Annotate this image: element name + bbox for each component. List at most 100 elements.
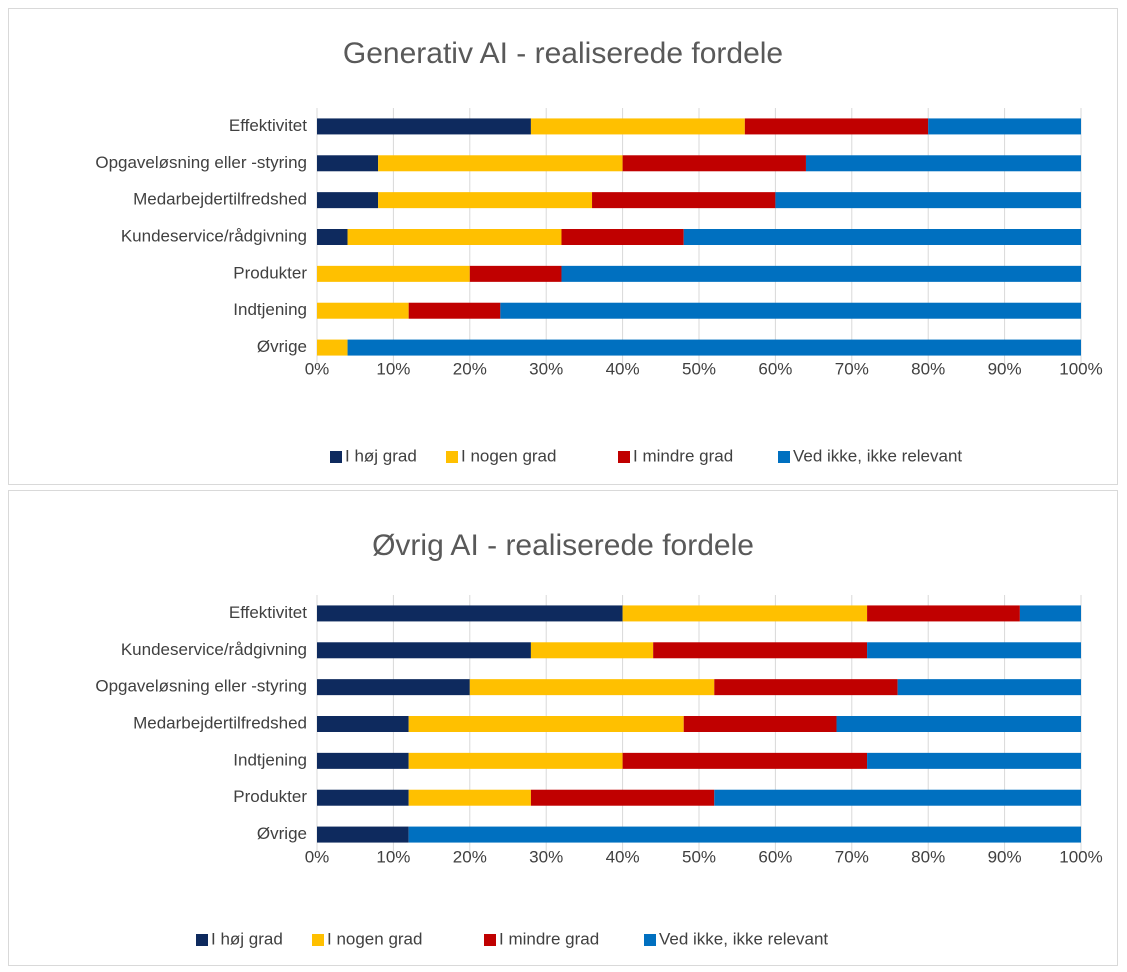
bar bbox=[744, 118, 929, 135]
legend-label: Ved ikke, ikke relevant bbox=[793, 446, 962, 465]
bar bbox=[653, 642, 868, 659]
bar bbox=[408, 826, 1081, 843]
x-tick-label: 100% bbox=[1059, 359, 1102, 378]
bar bbox=[561, 265, 1081, 282]
legend-label: Ved ikke, ikke relevant bbox=[659, 929, 828, 948]
bar bbox=[317, 826, 409, 843]
x-tick-label: 50% bbox=[682, 847, 716, 866]
legend-label: I mindre grad bbox=[499, 929, 599, 948]
x-tick-label: 30% bbox=[529, 847, 563, 866]
bar bbox=[408, 752, 623, 769]
bar bbox=[347, 229, 562, 245]
bar bbox=[561, 229, 684, 245]
x-tick-label: 0% bbox=[305, 359, 330, 378]
bar bbox=[317, 642, 531, 659]
category-label: Kundeservice/rådgivning bbox=[121, 226, 307, 245]
bar bbox=[317, 752, 409, 769]
legend-swatch bbox=[196, 934, 208, 946]
bar bbox=[347, 339, 1081, 356]
x-tick-label: 70% bbox=[835, 847, 869, 866]
category-label: Medarbejdertilfredshed bbox=[133, 190, 307, 209]
x-tick-label: 60% bbox=[758, 847, 792, 866]
bar bbox=[317, 339, 348, 356]
bar bbox=[469, 679, 715, 696]
bar bbox=[317, 605, 623, 622]
category-label: Produkter bbox=[233, 263, 307, 282]
legend-label: I mindre grad bbox=[633, 446, 733, 465]
bar bbox=[530, 789, 715, 806]
bar bbox=[317, 192, 379, 209]
legend-label: I nogen grad bbox=[461, 446, 556, 465]
category-label: Produkter bbox=[233, 787, 307, 806]
legend-swatch bbox=[778, 451, 790, 463]
bar bbox=[683, 716, 837, 732]
x-tick-label: 50% bbox=[682, 359, 716, 378]
bar bbox=[317, 265, 470, 282]
bar bbox=[408, 302, 501, 319]
x-tick-label: 0% bbox=[305, 847, 330, 866]
x-tick-label: 90% bbox=[988, 847, 1022, 866]
legend-swatch bbox=[644, 934, 656, 946]
bar bbox=[805, 155, 1081, 172]
category-label: Kundeservice/rådgivning bbox=[121, 640, 307, 659]
x-tick-label: 100% bbox=[1059, 847, 1102, 866]
x-tick-label: 40% bbox=[606, 359, 640, 378]
legend-swatch bbox=[618, 451, 630, 463]
x-tick-label: 60% bbox=[758, 359, 792, 378]
chart-title: Øvrig AI - realiserede fordele bbox=[372, 529, 754, 562]
bar bbox=[867, 605, 1020, 622]
category-label: Indtjening bbox=[233, 750, 307, 769]
bar bbox=[530, 642, 654, 659]
legend-label: I høj grad bbox=[345, 446, 417, 465]
category-label: Øvrige bbox=[257, 824, 307, 843]
bar bbox=[897, 679, 1081, 696]
category-label: Medarbejdertilfredshed bbox=[133, 713, 307, 732]
x-tick-label: 40% bbox=[606, 847, 640, 866]
bar bbox=[592, 192, 776, 209]
bar bbox=[317, 302, 409, 319]
bar bbox=[775, 192, 1081, 209]
category-label: Opgaveløsning eller -styring bbox=[95, 677, 307, 696]
category-label: Indtjening bbox=[233, 300, 307, 319]
legend-swatch bbox=[330, 451, 342, 463]
bar bbox=[378, 155, 623, 172]
bar bbox=[408, 716, 684, 732]
category-label: Opgaveløsning eller -styring bbox=[95, 153, 307, 172]
category-label: Effektivitet bbox=[229, 603, 307, 622]
bar bbox=[867, 642, 1081, 659]
bar bbox=[714, 789, 1081, 806]
x-tick-label: 10% bbox=[376, 847, 410, 866]
bar bbox=[317, 679, 470, 696]
x-tick-label: 20% bbox=[453, 359, 487, 378]
legend-swatch bbox=[312, 934, 324, 946]
panel bbox=[8, 8, 1118, 485]
bar bbox=[928, 118, 1081, 135]
bar bbox=[317, 118, 531, 135]
bar bbox=[317, 789, 409, 806]
x-tick-label: 20% bbox=[453, 847, 487, 866]
x-tick-label: 10% bbox=[376, 359, 410, 378]
legend-swatch bbox=[446, 451, 458, 463]
bar bbox=[683, 229, 1081, 245]
x-tick-label: 80% bbox=[911, 359, 945, 378]
x-tick-label: 70% bbox=[835, 359, 869, 378]
bar bbox=[500, 302, 1081, 319]
bar bbox=[469, 265, 562, 282]
bar bbox=[317, 229, 348, 245]
bar bbox=[836, 716, 1081, 732]
bar bbox=[317, 716, 409, 732]
bar bbox=[378, 192, 593, 209]
x-tick-label: 90% bbox=[988, 359, 1022, 378]
bar bbox=[867, 752, 1081, 769]
bar bbox=[530, 118, 745, 135]
legend-label: I nogen grad bbox=[327, 929, 422, 948]
bar bbox=[1019, 605, 1081, 622]
legend-label: I høj grad bbox=[211, 929, 283, 948]
bar bbox=[622, 752, 868, 769]
bar bbox=[622, 155, 806, 172]
bar bbox=[714, 679, 898, 696]
bar bbox=[622, 605, 868, 622]
x-tick-label: 30% bbox=[529, 359, 563, 378]
x-tick-label: 80% bbox=[911, 847, 945, 866]
legend-swatch bbox=[484, 934, 496, 946]
